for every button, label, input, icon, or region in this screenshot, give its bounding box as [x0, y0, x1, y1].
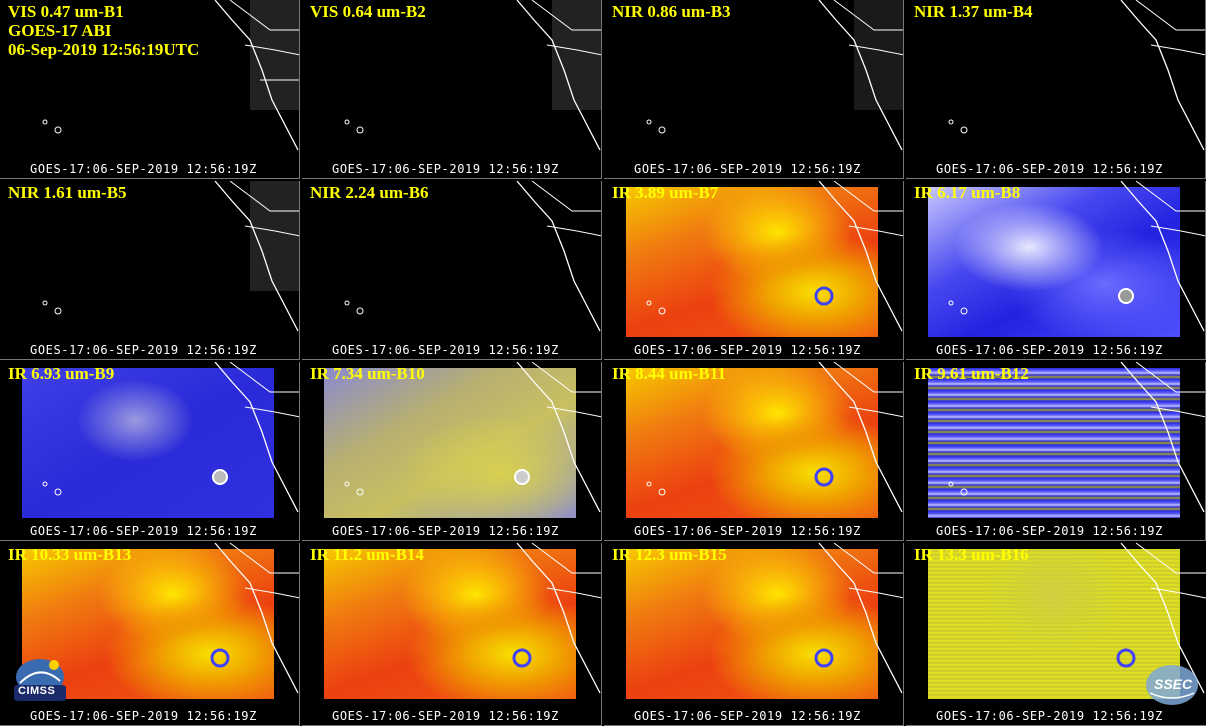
- satellite-image: [22, 368, 274, 518]
- panel-b9: IR 6.93 um-B9 GOES-17:06-SEP-2019 12:56:…: [0, 362, 300, 541]
- panel-b4: NIR 1.37 um-B4 GOES-17:06-SEP-2019 12:56…: [906, 0, 1206, 179]
- coastline-map: [512, 543, 601, 694]
- timestamp: GOES-17:06-SEP-2019 12:56:19Z: [634, 524, 861, 538]
- band-label: IR 6.17 um-B8: [914, 183, 1021, 202]
- coastline-map: [344, 0, 601, 151]
- datetime-label: 06-Sep-2019 12:56:19UTC: [8, 40, 200, 59]
- coastline-map: [42, 0, 299, 151]
- band-label: VIS 0.64 um-B2: [310, 2, 426, 21]
- timestamp: GOES-17:06-SEP-2019 12:56:19Z: [936, 343, 1163, 357]
- band-label: IR 8.44 um-B11: [612, 364, 726, 383]
- panel-b3: NIR 0.86 um-B3 GOES-17:06-SEP-2019 12:56…: [604, 0, 904, 179]
- timestamp: GOES-17:06-SEP-2019 12:56:19Z: [936, 524, 1163, 538]
- coastline-map: [42, 181, 299, 332]
- satellite-name: GOES-17 ABI: [8, 21, 112, 40]
- band-label: NIR 2.24 um-B6: [310, 183, 429, 202]
- coastline-map: [814, 543, 903, 694]
- timestamp: GOES-17:06-SEP-2019 12:56:19Z: [936, 709, 1163, 723]
- ssec-logo: SSEC: [1144, 663, 1200, 707]
- coastline-map: [210, 543, 299, 694]
- panel-b5: NIR 1.61 um-B5 GOES-17:06-SEP-2019 12:56…: [0, 181, 300, 360]
- band-label: IR 11.2 um-B14: [310, 545, 424, 564]
- timestamp: GOES-17:06-SEP-2019 12:56:19Z: [30, 162, 257, 176]
- panel-b11: IR 8.44 um-B11 GOES-17:06-SEP-2019 12:56…: [604, 362, 904, 541]
- band-label: NIR 1.37 um-B4: [914, 2, 1033, 21]
- band-label: IR 6.93 um-B9: [8, 364, 115, 383]
- satellite-image: [928, 549, 1180, 699]
- coastline-map: [948, 362, 1205, 513]
- coastline-map: [1116, 543, 1206, 694]
- panel-b8: IR 6.17 um-B8 GOES-17:06-SEP-2019 12:56:…: [906, 181, 1206, 360]
- panel-b10: IR 7.34 um-B10 GOES-17:06-SEP-2019 12:56…: [302, 362, 602, 541]
- timestamp: GOES-17:06-SEP-2019 12:56:19Z: [30, 709, 257, 723]
- panel-b6: NIR 2.24 um-B6 GOES-17:06-SEP-2019 12:56…: [302, 181, 602, 360]
- cimss-logo: CIMSS: [10, 655, 70, 703]
- satellite-image: [302, 0, 601, 178]
- satellite-image: [22, 549, 274, 699]
- timestamp: GOES-17:06-SEP-2019 12:56:19Z: [332, 343, 559, 357]
- panel-b16: IR 13.3 um-B16 SSEC GOES-17:06-SEP-2019 …: [906, 543, 1206, 726]
- band-label: IR 9.61 um-B12: [914, 364, 1029, 383]
- band-label: IR 3.89 um-B7: [612, 183, 719, 202]
- panel-b2: VIS 0.64 um-B2 GOES-17:06-SEP-2019 12:56…: [302, 0, 602, 179]
- panel-b13: IR 10.33 um-B13 CIMSS GOES-17:06-SEP-201…: [0, 543, 300, 726]
- timestamp: GOES-17:06-SEP-2019 12:56:19Z: [634, 343, 861, 357]
- band-label: IR 13.3 um-B16: [914, 545, 1029, 564]
- ssec-logo-text: SSEC: [1154, 676, 1193, 692]
- panel-b15: IR 12.3 um-B15 GOES-17:06-SEP-2019 12:56…: [604, 543, 904, 726]
- timestamp: GOES-17:06-SEP-2019 12:56:19Z: [30, 524, 257, 538]
- satellite-image: [906, 0, 1205, 178]
- timestamp: GOES-17:06-SEP-2019 12:56:19Z: [332, 524, 559, 538]
- timestamp: GOES-17:06-SEP-2019 12:56:19Z: [332, 162, 559, 176]
- coastline-map: [344, 181, 601, 332]
- cimss-logo-text: CIMSS: [18, 685, 56, 697]
- satellite-image: [302, 181, 601, 359]
- satellite-image: [324, 368, 576, 518]
- band-label: VIS 0.47 um-B1: [8, 2, 124, 21]
- coastline-map: [948, 181, 1205, 332]
- satellite-image: [0, 181, 299, 359]
- band-label: IR 7.34 um-B10: [310, 364, 425, 383]
- satellite-image: [0, 0, 299, 178]
- timestamp: GOES-17:06-SEP-2019 12:56:19Z: [936, 162, 1163, 176]
- coastline-map: [646, 181, 903, 332]
- satellite-image: [626, 187, 878, 337]
- timestamp: GOES-17:06-SEP-2019 12:56:19Z: [30, 343, 257, 357]
- timestamp: GOES-17:06-SEP-2019 12:56:19Z: [634, 162, 861, 176]
- band-label: NIR 1.61 um-B5: [8, 183, 127, 202]
- coastline-map: [42, 362, 299, 513]
- panel-b7: IR 3.89 um-B7 GOES-17:06-SEP-2019 12:56:…: [604, 181, 904, 360]
- timestamp: GOES-17:06-SEP-2019 12:56:19Z: [634, 709, 861, 723]
- coastline-map: [948, 0, 1205, 151]
- band-label: IR 10.33 um-B13: [8, 545, 132, 564]
- satellite-image: [626, 368, 878, 518]
- satellite-image: [626, 549, 878, 699]
- band-label: IR 12.3 um-B15: [612, 545, 727, 564]
- timestamp: GOES-17:06-SEP-2019 12:56:19Z: [332, 709, 559, 723]
- satellite-image: [928, 187, 1180, 337]
- panel-b14: IR 11.2 um-B14 GOES-17:06-SEP-2019 12:56…: [302, 543, 602, 726]
- panel-b12: IR 9.61 um-B12 GOES-17:06-SEP-2019 12:56…: [906, 362, 1206, 541]
- satellite-image: [324, 549, 576, 699]
- coastline-map: [344, 362, 601, 513]
- satellite-image: [604, 0, 903, 178]
- coastline-map: [646, 0, 903, 151]
- satellite-image: [928, 368, 1180, 518]
- band-label: NIR 0.86 um-B3: [612, 2, 731, 21]
- panel-b1: VIS 0.47 um-B1 GOES-17 ABI 06-Sep-2019 1…: [0, 0, 300, 179]
- coastline-map: [646, 362, 903, 513]
